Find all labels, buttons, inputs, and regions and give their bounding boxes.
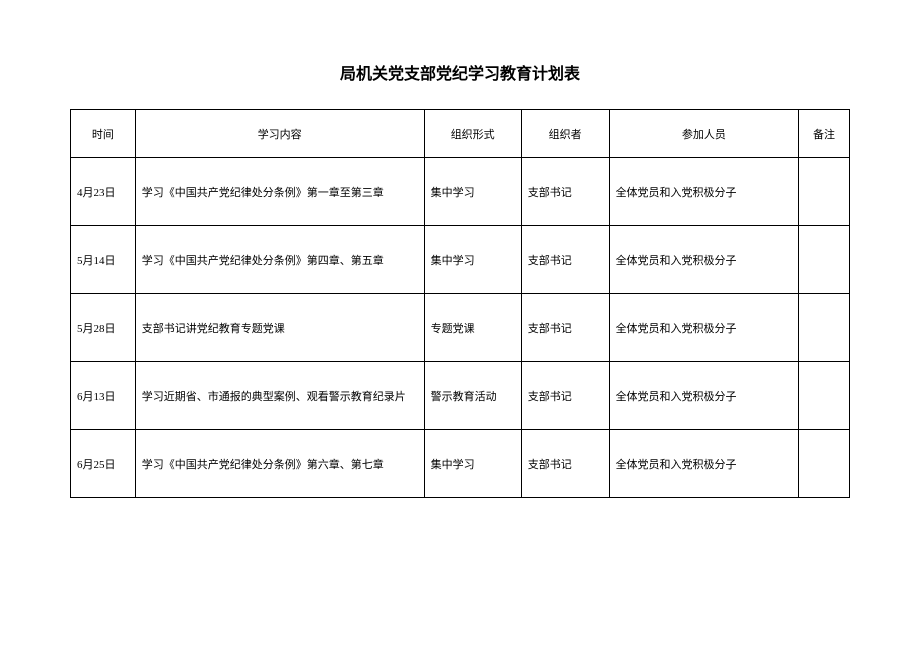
table-row: 5月14日 学习《中国共产党纪律处分条例》第四章、第五章 集中学习 支部书记 全… bbox=[71, 226, 850, 294]
cell-participants: 全体党员和入党积极分子 bbox=[609, 294, 799, 362]
cell-organizer: 支部书记 bbox=[521, 362, 609, 430]
cell-remark bbox=[799, 294, 850, 362]
cell-participants: 全体党员和入党积极分子 bbox=[609, 226, 799, 294]
col-header-form: 组织形式 bbox=[424, 110, 521, 158]
col-header-participants: 参加人员 bbox=[609, 110, 799, 158]
plan-table: 时间 学习内容 组织形式 组织者 参加人员 备注 4月23日 学习《中国共产党纪… bbox=[70, 109, 850, 498]
cell-remark bbox=[799, 430, 850, 498]
col-header-organizer: 组织者 bbox=[521, 110, 609, 158]
cell-content: 学习《中国共产党纪律处分条例》第四章、第五章 bbox=[135, 226, 424, 294]
table-row: 6月25日 学习《中国共产党纪律处分条例》第六章、第七章 集中学习 支部书记 全… bbox=[71, 430, 850, 498]
cell-participants: 全体党员和入党积极分子 bbox=[609, 430, 799, 498]
cell-time: 5月14日 bbox=[71, 226, 136, 294]
cell-remark bbox=[799, 362, 850, 430]
page-title: 局机关党支部党纪学习教育计划表 bbox=[70, 60, 850, 84]
cell-form: 集中学习 bbox=[424, 158, 521, 226]
cell-content: 学习《中国共产党纪律处分条例》第一章至第三章 bbox=[135, 158, 424, 226]
cell-form: 警示教育活动 bbox=[424, 362, 521, 430]
cell-form: 集中学习 bbox=[424, 430, 521, 498]
cell-content: 学习近期省、市通报的典型案例、观看警示教育纪录片 bbox=[135, 362, 424, 430]
cell-time: 5月28日 bbox=[71, 294, 136, 362]
cell-remark bbox=[799, 226, 850, 294]
cell-participants: 全体党员和入党积极分子 bbox=[609, 158, 799, 226]
cell-participants: 全体党员和入党积极分子 bbox=[609, 362, 799, 430]
cell-time: 6月25日 bbox=[71, 430, 136, 498]
cell-organizer: 支部书记 bbox=[521, 158, 609, 226]
cell-organizer: 支部书记 bbox=[521, 294, 609, 362]
cell-organizer: 支部书记 bbox=[521, 226, 609, 294]
cell-form: 专题党课 bbox=[424, 294, 521, 362]
table-row: 4月23日 学习《中国共产党纪律处分条例》第一章至第三章 集中学习 支部书记 全… bbox=[71, 158, 850, 226]
cell-time: 4月23日 bbox=[71, 158, 136, 226]
cell-content: 支部书记讲党纪教育专题党课 bbox=[135, 294, 424, 362]
cell-remark bbox=[799, 158, 850, 226]
cell-time: 6月13日 bbox=[71, 362, 136, 430]
col-header-content: 学习内容 bbox=[135, 110, 424, 158]
cell-organizer: 支部书记 bbox=[521, 430, 609, 498]
cell-form: 集中学习 bbox=[424, 226, 521, 294]
cell-content: 学习《中国共产党纪律处分条例》第六章、第七章 bbox=[135, 430, 424, 498]
table-header-row: 时间 学习内容 组织形式 组织者 参加人员 备注 bbox=[71, 110, 850, 158]
col-header-remark: 备注 bbox=[799, 110, 850, 158]
table-row: 6月13日 学习近期省、市通报的典型案例、观看警示教育纪录片 警示教育活动 支部… bbox=[71, 362, 850, 430]
col-header-time: 时间 bbox=[71, 110, 136, 158]
table-row: 5月28日 支部书记讲党纪教育专题党课 专题党课 支部书记 全体党员和入党积极分… bbox=[71, 294, 850, 362]
